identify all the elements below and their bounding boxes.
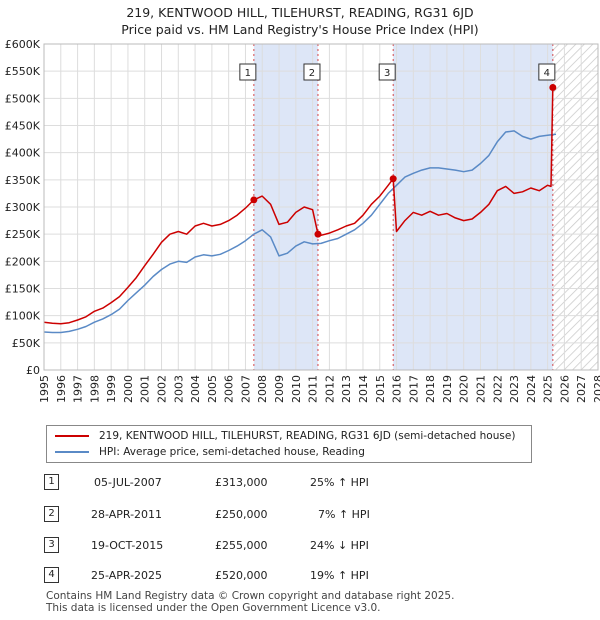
- x-tick-label: 1998: [88, 375, 101, 403]
- sale-label-box: [538, 63, 556, 81]
- chart-subtitle: Price paid vs. HM Land Registry's House …: [121, 22, 479, 37]
- x-tick-label: 2027: [575, 375, 588, 403]
- y-tick-label: £0: [26, 364, 40, 377]
- property-line: [43, 86, 556, 325]
- sale-point: [314, 230, 322, 238]
- x-tick-label: 2008: [256, 375, 269, 403]
- plot-frame: [43, 43, 599, 371]
- x-tick-label: 2025: [542, 375, 555, 403]
- transaction-number: 4: [44, 567, 59, 583]
- transaction-date: 25-APR-2025: [91, 569, 163, 582]
- x-tick-label: 1995: [38, 375, 51, 403]
- x-tick-label: 2000: [122, 375, 135, 403]
- x-tick-label: 2017: [407, 375, 420, 403]
- x-tick-label: 2004: [189, 375, 202, 403]
- transaction-hpi: 7% ↑ HPI: [318, 508, 370, 521]
- transaction-row: 4 25-APR-2025 £520,000 19% ↑ HPI: [0, 567, 600, 587]
- sale-point: [389, 175, 397, 183]
- sale-label: 3: [384, 68, 390, 79]
- legend-item-property: 219, KENTWOOD HILL, TILEHURST, READING, …: [55, 429, 515, 443]
- sale-label-box: [303, 63, 321, 81]
- legend-label-hpi: HPI: Average price, semi-detached house,…: [99, 446, 365, 458]
- transaction-price: £520,000: [215, 569, 268, 582]
- footer-licence: This data is licensed under the Open Gov…: [46, 602, 381, 614]
- transaction-date: 05-JUL-2007: [94, 476, 162, 489]
- transaction-hpi: 24% ↓ HPI: [310, 539, 369, 552]
- y-tick-label: £100K: [5, 310, 41, 323]
- y-tick-label: £350K: [5, 174, 41, 187]
- x-tick-label: 2024: [525, 375, 538, 403]
- x-tick-label: 2020: [458, 375, 471, 403]
- x-tick-label: 2021: [474, 375, 487, 403]
- x-tick-label: 1999: [105, 375, 118, 403]
- y-tick-label: £600K: [5, 38, 41, 51]
- y-tick-label: £150K: [5, 283, 41, 296]
- y-tick-label: £200K: [5, 255, 41, 268]
- sale-label-box: [239, 63, 257, 81]
- transaction-date: 19-OCT-2015: [91, 539, 164, 552]
- y-tick-label: £500K: [5, 92, 41, 105]
- x-tick-label: 1996: [55, 375, 68, 403]
- sale-label: 4: [544, 68, 550, 79]
- y-tick-label: £300K: [5, 201, 41, 214]
- transaction-row: 1 05-JUL-2007 £313,000 25% ↑ HPI: [0, 474, 600, 494]
- hpi-line: [43, 130, 557, 334]
- chart-title: 219, KENTWOOD HILL, TILEHURST, READING, …: [126, 5, 474, 20]
- transaction-row: 2 28-APR-2011 £250,000 7% ↑ HPI: [0, 506, 600, 526]
- transaction-price: £255,000: [215, 539, 268, 552]
- x-tick-label: 2013: [340, 375, 353, 403]
- x-tick-label: 2028: [592, 375, 600, 403]
- x-tick-label: 2002: [156, 375, 169, 403]
- x-tick-label: 2026: [558, 375, 571, 403]
- transaction-number: 3: [44, 537, 59, 553]
- transaction-number: 1: [44, 474, 59, 490]
- x-tick-label: 2014: [357, 375, 370, 403]
- sale-point: [250, 196, 258, 204]
- sale-label-box: [378, 63, 396, 81]
- price-chart: 1 2 3 4 £0 £50K £100K £150K £200K £250K £300K £350K…: [5, 38, 600, 403]
- x-tick-label: 2012: [323, 375, 336, 403]
- x-tick-label: 2016: [391, 375, 404, 403]
- sale-label: 2: [309, 68, 315, 79]
- transaction-hpi: 25% ↑ HPI: [310, 476, 369, 489]
- x-tick-label: 2015: [374, 375, 387, 403]
- x-tick-label: 2001: [139, 375, 152, 403]
- x-tick-label: 2007: [239, 375, 252, 403]
- x-tick-label: 2009: [273, 375, 286, 403]
- y-tick-label: £550K: [5, 65, 41, 78]
- y-tick-label: £50K: [12, 337, 41, 350]
- x-tick-label: 1997: [72, 375, 85, 403]
- y-tick-label: £250K: [5, 228, 41, 241]
- x-tick-label: 2003: [172, 375, 185, 403]
- legend-swatch-property: [55, 435, 89, 437]
- y-tick-label: £400K: [5, 147, 41, 160]
- x-tick-label: 2011: [307, 375, 320, 403]
- legend-swatch-hpi: [55, 451, 89, 453]
- transaction-row: 3 19-OCT-2015 £255,000 24% ↓ HPI: [0, 537, 600, 557]
- x-tick-label: 2022: [491, 375, 504, 403]
- x-tick-label: 2023: [508, 375, 521, 403]
- x-tick-label: 2010: [290, 375, 303, 403]
- transaction-price: £313,000: [215, 476, 268, 489]
- x-tick-label: 2005: [206, 375, 219, 403]
- footer-copyright: Contains HM Land Registry data © Crown c…: [46, 590, 455, 602]
- sale-point: [549, 83, 557, 91]
- x-tick-label: 2006: [223, 375, 236, 403]
- transaction-date: 28-APR-2011: [91, 508, 163, 521]
- sale-label: 1: [245, 68, 251, 79]
- legend-label-property: 219, KENTWOOD HILL, TILEHURST, READING, …: [99, 430, 516, 442]
- legend-item-hpi: HPI: Average price, semi-detached house,…: [55, 445, 365, 459]
- transaction-price: £250,000: [215, 508, 268, 521]
- transaction-number: 2: [44, 506, 59, 522]
- x-tick-label: 2018: [424, 375, 437, 403]
- y-tick-label: £450K: [5, 120, 41, 133]
- x-tick-label: 2019: [441, 375, 454, 403]
- transaction-hpi: 19% ↑ HPI: [310, 569, 369, 582]
- legend: 219, KENTWOOD HILL, TILEHURST, READING, …: [46, 425, 532, 463]
